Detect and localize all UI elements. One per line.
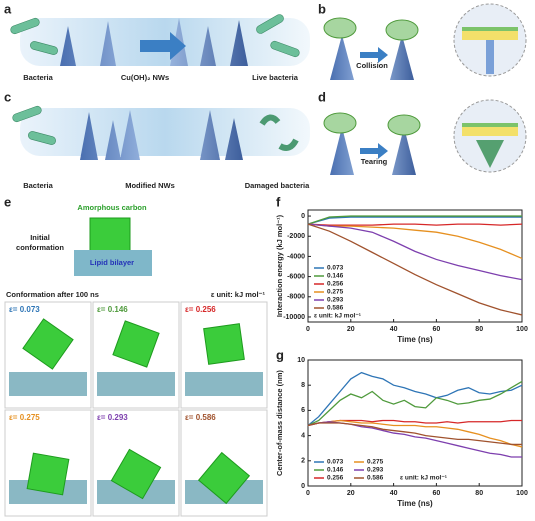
panel-label: d xyxy=(318,89,326,104)
series-line xyxy=(307,371,523,427)
series-line xyxy=(307,421,522,458)
legend-label: 0.146 xyxy=(327,467,344,474)
x-axis-label: Time (ns) xyxy=(397,499,433,508)
carbon-block xyxy=(197,451,251,505)
panel-label: a xyxy=(4,1,12,16)
series-line xyxy=(307,223,523,226)
bilayer xyxy=(9,372,87,396)
series-line xyxy=(307,223,523,281)
cell-label: ε= 0.275 xyxy=(9,413,40,422)
label: Amorphous carbon xyxy=(77,203,147,212)
illustration-c xyxy=(12,105,310,160)
legend-label: 0.256 xyxy=(327,281,344,288)
y-tick-label: 4 xyxy=(301,432,305,439)
carbon-block xyxy=(26,452,70,496)
x-tick-label: 20 xyxy=(347,326,355,333)
series-line xyxy=(307,223,523,316)
cell-label: ε= 0.293 xyxy=(97,413,128,422)
x-tick-label: 80 xyxy=(475,326,483,333)
series-line xyxy=(307,216,522,225)
label: Bacteria xyxy=(23,181,53,190)
y-axis-label: Interaction energy (kJ mol⁻¹) xyxy=(275,214,284,317)
initial-model xyxy=(74,217,152,276)
annotation: ε unit: kJ mol⁻¹ xyxy=(400,475,447,482)
label: Live bacteria xyxy=(252,73,299,82)
x-tick-label: 80 xyxy=(475,490,483,497)
label: Initial xyxy=(30,233,50,242)
illustration-b xyxy=(323,3,527,80)
label: ε unit: kJ mol⁻¹ xyxy=(211,290,266,299)
legend-label: 0.073 xyxy=(327,459,344,466)
x-tick-label: 60 xyxy=(433,326,441,333)
y-tick-label: -4000 xyxy=(287,253,305,260)
x-tick-label: 40 xyxy=(390,490,398,497)
label: Bacteria xyxy=(23,73,53,82)
panel-label: e xyxy=(4,194,11,209)
label: Lipid bilayer xyxy=(90,258,134,267)
y-axis-label: Center-of-mass distance (nm) xyxy=(275,370,284,476)
series-line xyxy=(307,380,523,427)
carbon-block xyxy=(203,323,245,365)
legend-label: 0.293 xyxy=(367,467,384,474)
legend-label: 0.256 xyxy=(327,475,344,482)
label: Modified NWs xyxy=(125,181,175,190)
series-line xyxy=(307,422,522,446)
label: Cu(OH)₂ NWs xyxy=(121,73,169,82)
label: Conformation after 100 ns xyxy=(6,290,99,299)
x-tick-label: 0 xyxy=(306,490,310,497)
legend-label: 0.586 xyxy=(327,305,344,312)
y-tick-label: 10 xyxy=(297,357,305,364)
label: conformation xyxy=(16,243,64,252)
x-tick-label: 20 xyxy=(347,490,355,497)
legend-label: 0.275 xyxy=(367,459,384,466)
y-tick-label: -10000 xyxy=(283,314,305,321)
illustration-d xyxy=(323,99,527,175)
panel-label: c xyxy=(4,89,11,104)
y-tick-label: -2000 xyxy=(287,233,305,240)
x-tick-label: 40 xyxy=(390,326,398,333)
series-line xyxy=(307,223,523,260)
plot-frame xyxy=(307,359,523,487)
panel-label: b xyxy=(318,1,326,16)
x-tick-label: 60 xyxy=(433,490,441,497)
panel-label: f xyxy=(276,194,281,209)
legend-label: 0.146 xyxy=(327,273,344,280)
legend-label: 0.293 xyxy=(327,297,344,304)
series-line xyxy=(307,419,523,448)
y-tick-label: 0 xyxy=(301,213,305,220)
cell-label: ε= 0.146 xyxy=(97,305,128,314)
x-tick-label: 100 xyxy=(516,490,528,497)
plot-frame xyxy=(307,209,523,323)
cell-label: ε= 0.256 xyxy=(185,305,216,314)
carbon-block xyxy=(22,318,74,370)
carbon-block xyxy=(112,320,160,368)
label: Tearing xyxy=(361,157,388,166)
cell-label: ε= 0.073 xyxy=(9,305,40,314)
annotation: ε unit: kJ mol⁻¹ xyxy=(314,313,361,320)
x-tick-label: 0 xyxy=(306,326,310,333)
carbon-block xyxy=(110,448,162,500)
illustration-a xyxy=(10,14,310,66)
x-tick-label: 100 xyxy=(516,326,528,333)
panel-label: g xyxy=(276,347,284,362)
bilayer xyxy=(97,372,175,396)
label: Collision xyxy=(356,61,388,70)
cell-label: ε= 0.586 xyxy=(185,413,216,422)
label: Damaged bacteria xyxy=(245,181,310,190)
legend-label: 0.073 xyxy=(327,265,344,272)
legend-label: 0.586 xyxy=(367,475,384,482)
y-tick-label: 8 xyxy=(301,382,305,389)
y-tick-label: -8000 xyxy=(287,294,305,301)
x-axis-label: Time (ns) xyxy=(397,335,433,344)
series-line xyxy=(307,215,522,225)
y-tick-label: 6 xyxy=(301,407,305,414)
y-tick-label: 2 xyxy=(301,458,305,465)
bilayer xyxy=(185,372,263,396)
y-tick-label: -6000 xyxy=(287,273,305,280)
legend-label: 0.275 xyxy=(327,289,344,296)
y-tick-label: 0 xyxy=(301,483,305,490)
